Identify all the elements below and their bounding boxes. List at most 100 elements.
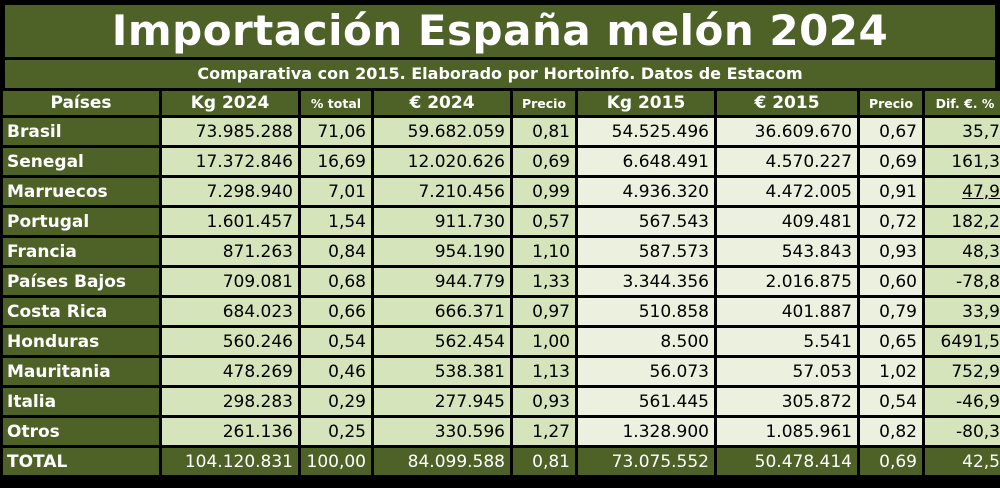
cell-pais: TOTAL xyxy=(3,448,159,475)
cell-kg2024: 1.601.457 xyxy=(162,208,298,235)
cell-kg2015: 56.073 xyxy=(578,358,714,385)
cell-kg2024: 871.263 xyxy=(162,238,298,265)
cell-dif: -46,9 xyxy=(925,388,1000,415)
cell-pct-total: 71,06 xyxy=(301,118,371,145)
cell-dif: 48,3 xyxy=(925,238,1000,265)
cell-precio2024: 0,99 xyxy=(513,178,575,205)
cell-precio2024: 1,10 xyxy=(513,238,575,265)
cell-pct-total: 0,84 xyxy=(301,238,371,265)
cell-eur2015: 4.472.005 xyxy=(717,178,857,205)
cell-pais: Países Bajos xyxy=(3,268,159,295)
cell-precio2015: 0,91 xyxy=(860,178,922,205)
cell-dif: 33,9 xyxy=(925,298,1000,325)
table-row: Brasil 73.985.288 71,06 59.682.059 0,81 54.52… xyxy=(3,118,1000,145)
header-eur2015: € 2015 xyxy=(717,91,857,115)
cell-pct-total: 100,00 xyxy=(301,448,371,475)
cell-precio2015: 0,82 xyxy=(860,418,922,445)
cell-dif: -80,3 xyxy=(925,418,1000,445)
cell-precio2024: 0,69 xyxy=(513,148,575,175)
import-table: Países Kg 2024 % total € 2024 Precio Kg … xyxy=(0,88,1000,478)
cell-precio2024: 0,81 xyxy=(513,448,575,475)
cell-kg2015: 3.344.356 xyxy=(578,268,714,295)
cell-eur2015: 305.872 xyxy=(717,388,857,415)
cell-precio2015: 0,65 xyxy=(860,328,922,355)
cell-dif: 161,3 xyxy=(925,148,1000,175)
cell-eur2024: 277.945 xyxy=(374,388,510,415)
cell-precio2015: 0,69 xyxy=(860,448,922,475)
cell-pct-total: 0,29 xyxy=(301,388,371,415)
cell-pct-total: 7,01 xyxy=(301,178,371,205)
cell-eur2024: 84.099.588 xyxy=(374,448,510,475)
cell-dif: -78,8 xyxy=(925,268,1000,295)
cell-kg2024: 298.283 xyxy=(162,388,298,415)
cell-kg2024: 478.269 xyxy=(162,358,298,385)
cell-dif: 182,2 xyxy=(925,208,1000,235)
cell-pct-total: 1,54 xyxy=(301,208,371,235)
cell-dif: 6491,5 xyxy=(925,328,1000,355)
cell-pct-total: 0,68 xyxy=(301,268,371,295)
cell-kg2015: 8.500 xyxy=(578,328,714,355)
header-kg2024: Kg 2024 xyxy=(162,91,298,115)
cell-pais: Francia xyxy=(3,238,159,265)
cell-eur2024: 330.596 xyxy=(374,418,510,445)
cell-pct-total: 16,69 xyxy=(301,148,371,175)
cell-eur2024: 666.371 xyxy=(374,298,510,325)
cell-eur2015: 57.053 xyxy=(717,358,857,385)
cell-precio2015: 1,02 xyxy=(860,358,922,385)
cell-eur2015: 50.478.414 xyxy=(717,448,857,475)
cell-kg2015: 1.328.900 xyxy=(578,418,714,445)
cell-precio2015: 0,60 xyxy=(860,268,922,295)
table-row: Francia 871.263 0,84 954.190 1,10 587.573 543.… xyxy=(3,238,1000,265)
header-pct-total: % total xyxy=(301,91,371,115)
page-title: Importación España melón 2024 xyxy=(5,5,995,57)
cell-eur2024: 954.190 xyxy=(374,238,510,265)
cell-kg2015: 73.075.552 xyxy=(578,448,714,475)
cell-kg2015: 6.648.491 xyxy=(578,148,714,175)
cell-kg2024: 261.136 xyxy=(162,418,298,445)
cell-kg2024: 73.985.288 xyxy=(162,118,298,145)
table-row: Costa Rica 684.023 0,66 666.371 0,97 510.858 4… xyxy=(3,298,1000,325)
cell-eur2015: 2.016.875 xyxy=(717,268,857,295)
cell-eur2015: 4.570.227 xyxy=(717,148,857,175)
header-row: Países Kg 2024 % total € 2024 Precio Kg … xyxy=(3,91,1000,115)
cell-kg2024: 709.081 xyxy=(162,268,298,295)
cell-pct-total: 0,54 xyxy=(301,328,371,355)
table-row: Marruecos 7.298.940 7,01 7.210.456 0,99 4.936… xyxy=(3,178,1000,205)
header-paises: Países xyxy=(3,91,159,115)
header-kg2015: Kg 2015 xyxy=(578,91,714,115)
table-body: Brasil 73.985.288 71,06 59.682.059 0,81 54.52… xyxy=(3,118,1000,475)
table-row: Honduras 560.246 0,54 562.454 1,00 8.500 5.541… xyxy=(3,328,1000,355)
cell-eur2015: 409.481 xyxy=(717,208,857,235)
cell-pais: Brasil xyxy=(3,118,159,145)
cell-precio2024: 0,57 xyxy=(513,208,575,235)
cell-pais: Otros xyxy=(3,418,159,445)
cell-eur2015: 543.843 xyxy=(717,238,857,265)
table-row: Mauritania 478.269 0,46 538.381 1,13 56.073 57… xyxy=(3,358,1000,385)
total-row: TOTAL 104.120.831 100,00 84.099.588 0,81 73.0… xyxy=(3,448,1000,475)
cell-precio2024: 1,00 xyxy=(513,328,575,355)
cell-kg2015: 561.445 xyxy=(578,388,714,415)
cell-kg2024: 17.372.846 xyxy=(162,148,298,175)
table-row: Países Bajos 709.081 0,68 944.779 1,33 3.344.… xyxy=(3,268,1000,295)
cell-eur2024: 944.779 xyxy=(374,268,510,295)
cell-precio2024: 1,33 xyxy=(513,268,575,295)
cell-precio2024: 0,81 xyxy=(513,118,575,145)
cell-precio2024: 1,27 xyxy=(513,418,575,445)
cell-eur2024: 562.454 xyxy=(374,328,510,355)
header-eur2024: € 2024 xyxy=(374,91,510,115)
cell-precio2015: 0,72 xyxy=(860,208,922,235)
table-row: Otros 261.136 0,25 330.596 1,27 1.328.900 1.08… xyxy=(3,418,1000,445)
table-row: Portugal 1.601.457 1,54 911.730 0,57 567.543 4… xyxy=(3,208,1000,235)
cell-pais: Portugal xyxy=(3,208,159,235)
cell-precio2015: 0,67 xyxy=(860,118,922,145)
cell-pais: Costa Rica xyxy=(3,298,159,325)
cell-precio2015: 0,69 xyxy=(860,148,922,175)
cell-pais: Italia xyxy=(3,388,159,415)
cell-kg2024: 104.120.831 xyxy=(162,448,298,475)
cell-eur2015: 5.541 xyxy=(717,328,857,355)
cell-precio2015: 0,93 xyxy=(860,238,922,265)
header-precio2015: Precio xyxy=(860,91,922,115)
cell-pais: Senegal xyxy=(3,148,159,175)
cell-precio2024: 0,97 xyxy=(513,298,575,325)
cell-kg2015: 587.573 xyxy=(578,238,714,265)
